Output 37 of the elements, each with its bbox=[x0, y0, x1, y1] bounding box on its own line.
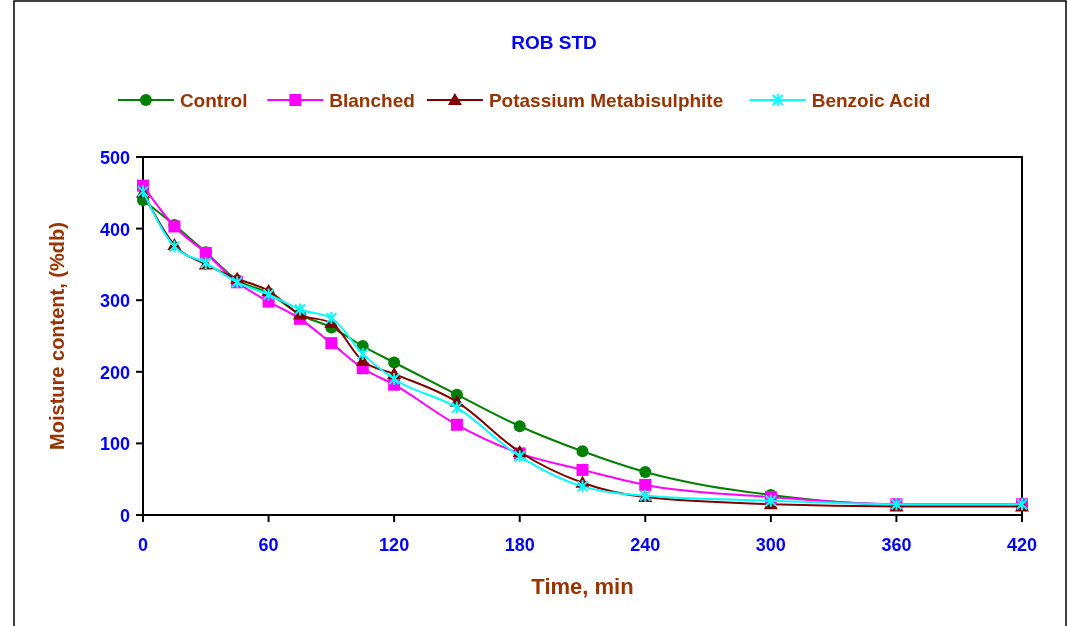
y-tick-label: 200 bbox=[99, 362, 130, 383]
y-tick-label: 100 bbox=[99, 434, 130, 455]
x-tick-label: 240 bbox=[630, 535, 661, 555]
x-tick-label: 420 bbox=[1006, 535, 1038, 555]
y-axis-title: Moisture content, (%db) bbox=[46, 222, 68, 450]
point bbox=[325, 337, 338, 350]
point bbox=[576, 445, 589, 458]
y-tick-label: 500 bbox=[99, 148, 130, 168]
point bbox=[356, 346, 369, 361]
point bbox=[450, 418, 463, 431]
point bbox=[388, 356, 401, 369]
y-tick-label: 300 bbox=[99, 291, 130, 312]
point bbox=[576, 479, 589, 494]
point bbox=[513, 420, 526, 433]
y-tick-label: 400 bbox=[99, 219, 130, 240]
y-tick-label: 0 bbox=[119, 506, 130, 526]
legend-label: Blanched bbox=[329, 90, 415, 111]
chart-title: ROB STD bbox=[511, 32, 597, 53]
point bbox=[639, 478, 652, 491]
point bbox=[576, 463, 589, 476]
legend-label: Control bbox=[179, 90, 248, 111]
x-tick-label: 180 bbox=[504, 535, 535, 555]
x-tick-label: 0 bbox=[137, 535, 149, 555]
point bbox=[513, 449, 526, 464]
legend-label: Benzoic Acid bbox=[811, 90, 931, 111]
x-tick-label: 120 bbox=[379, 535, 410, 555]
x-axis-title: Time, min bbox=[531, 574, 634, 599]
point bbox=[325, 311, 338, 326]
point bbox=[450, 400, 463, 415]
point bbox=[293, 302, 306, 317]
point bbox=[388, 371, 401, 386]
x-tick-label: 360 bbox=[881, 535, 912, 555]
x-tick-label: 60 bbox=[258, 535, 279, 555]
point bbox=[639, 466, 652, 479]
legend-label: Potassium Metabisulphite bbox=[488, 90, 724, 111]
point bbox=[764, 493, 777, 508]
x-tick-label: 300 bbox=[755, 535, 786, 555]
